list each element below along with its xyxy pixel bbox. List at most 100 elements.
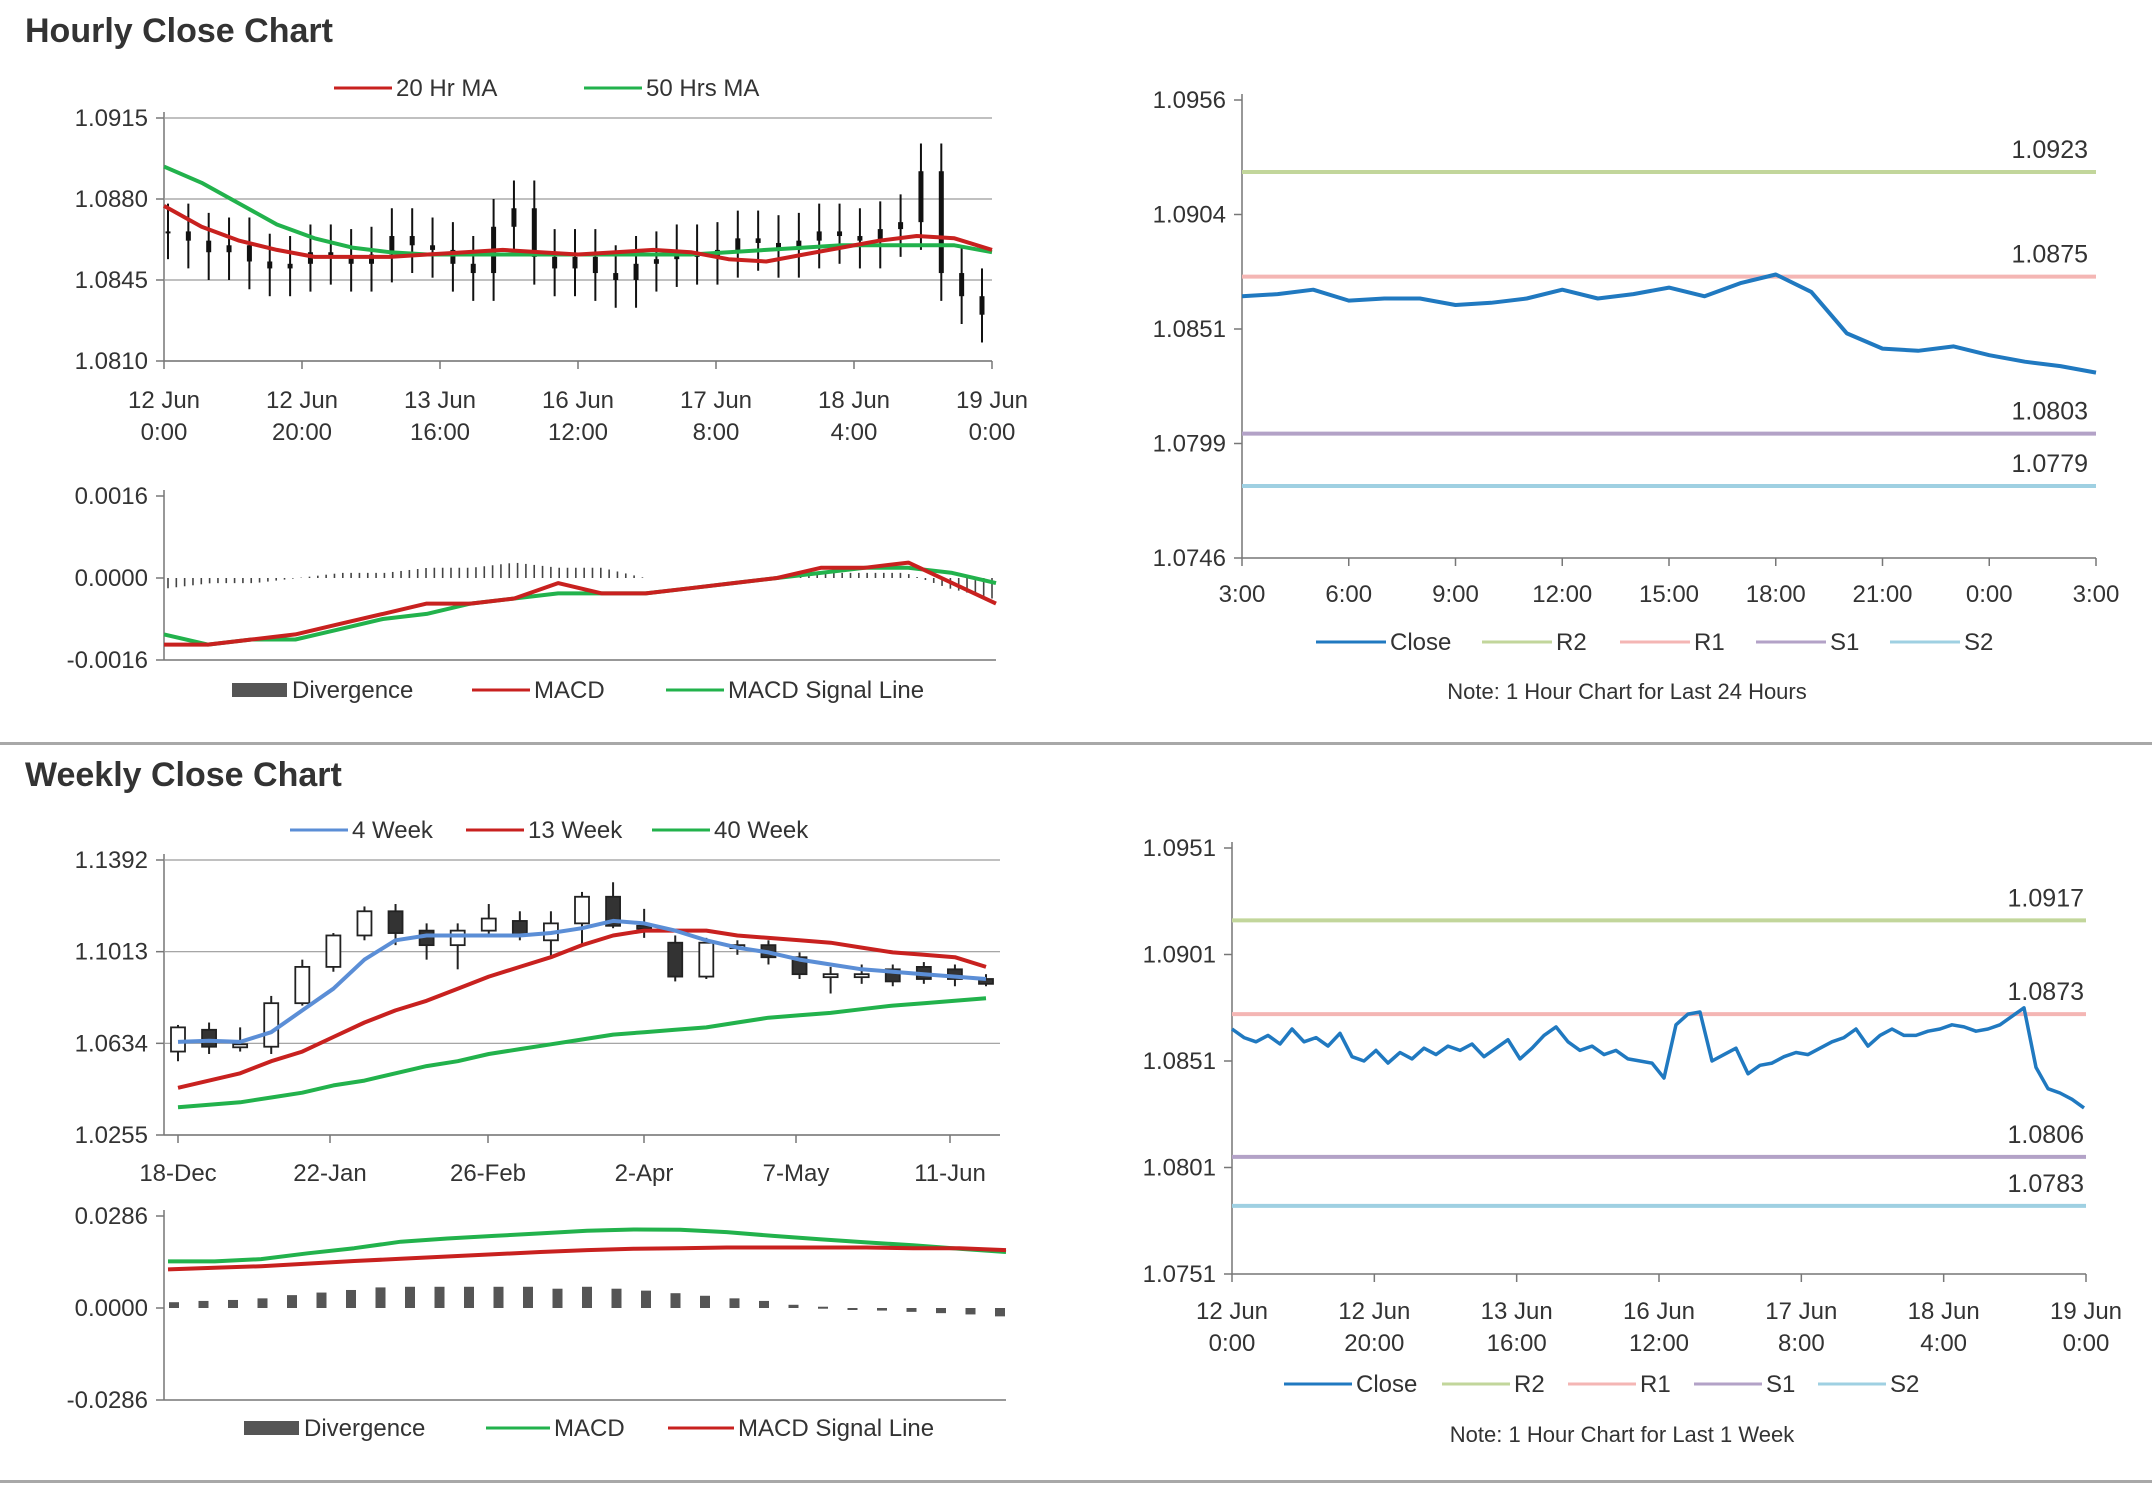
x-tick-label: 17 Jun: [680, 387, 752, 414]
candle-body: [959, 273, 965, 297]
x-tick-label: 20:00: [272, 419, 332, 446]
y-tick-label: 0.0286: [75, 1203, 148, 1230]
chart-note: Note: 1 Hour Chart for Last 1 Week: [1450, 1422, 1795, 1447]
y-tick-label: 1.0915: [75, 105, 148, 132]
divergence-bar: [670, 1293, 681, 1308]
candle-body: [918, 171, 924, 223]
legend-label: R1: [1694, 629, 1725, 656]
ma20-line: [163, 204, 993, 264]
candle-body: [735, 238, 741, 250]
candle-body: [552, 256, 558, 269]
candle-body-up: [356, 910, 373, 937]
divergence-bar: [641, 1290, 651, 1308]
x-tick-label: 0:00: [141, 419, 188, 446]
candle-body: [267, 261, 273, 269]
divergence-bar: [346, 1289, 356, 1308]
candle-body: [389, 236, 395, 255]
legend-label: R1: [1640, 1371, 1671, 1398]
divergence-bar: [936, 1308, 946, 1314]
legend-label: MACD Signal Line: [738, 1415, 934, 1442]
divergence-bar: [287, 1295, 297, 1308]
candle-body-up: [325, 934, 342, 968]
level-label-s2: 1.0779: [2012, 450, 2088, 478]
y-tick-label: 1.0904: [1153, 202, 1226, 229]
divergence-bar: [493, 1286, 504, 1308]
level-label-s2: 1.0783: [2008, 1170, 2084, 1198]
divergence-bar: [552, 1288, 563, 1308]
divergence-bar: [788, 1304, 799, 1308]
candle-body: [776, 242, 781, 250]
level-label-r1: 1.0873: [2008, 978, 2084, 1006]
y-tick-label: 1.0956: [1153, 87, 1226, 114]
x-tick-label: 0:00: [969, 419, 1016, 446]
x-tick-label: 18 Jun: [818, 387, 890, 414]
candle-body: [246, 245, 252, 262]
candle-body-up: [698, 941, 715, 978]
x-tick-label: 17 Jun: [1765, 1298, 1837, 1325]
divergence-bar: [198, 1300, 209, 1308]
candle-body: [470, 263, 476, 274]
legend-label: S1: [1766, 1371, 1795, 1398]
x-tick-label: 16:00: [410, 419, 470, 446]
divergence-bar: [759, 1300, 769, 1308]
level-label-s1: 1.0803: [2012, 398, 2088, 426]
legend-label: 13 Week: [528, 817, 623, 844]
y-tick-label: 0.0000: [75, 565, 148, 592]
x-tick-label: 19 Jun: [956, 387, 1028, 414]
legend-label: Close: [1356, 1371, 1417, 1398]
ma40-line: [177, 996, 987, 1110]
legend-label: 4 Week: [352, 817, 434, 844]
legend-label: Close: [1390, 629, 1451, 656]
candle-body-up: [574, 895, 590, 925]
x-tick-label: 0:00: [1966, 581, 2013, 608]
legend-label: MACD Signal Line: [728, 677, 924, 704]
x-tick-label: 12:00: [1629, 1330, 1689, 1357]
candle-body-up: [480, 917, 497, 932]
candle-body: [877, 229, 883, 241]
y-tick-label: 1.0851: [1153, 316, 1226, 343]
y-tick-label: 1.0901: [1143, 942, 1216, 969]
x-tick-label: 3:00: [2073, 581, 2120, 608]
divergence-bar: [405, 1286, 415, 1308]
x-tick-label: 20:00: [1344, 1330, 1404, 1357]
y-tick-label: 1.1392: [75, 847, 148, 874]
legend-swatch: [244, 1421, 299, 1435]
legend-label: 50 Hrs MA: [646, 75, 759, 102]
candle-body: [653, 259, 659, 264]
candle-body-down: [201, 1028, 217, 1048]
level-label-r2: 1.0923: [2012, 136, 2088, 164]
x-tick-label: 0:00: [1209, 1330, 1256, 1357]
divergence-bar: [965, 1308, 976, 1315]
x-tick-label: 16:00: [1487, 1330, 1547, 1357]
x-tick-label: 26-Feb: [450, 1160, 526, 1187]
candle-body-up: [232, 1043, 249, 1049]
x-tick-label: 12 Jun: [128, 387, 200, 414]
y-tick-label: 1.0634: [75, 1030, 148, 1057]
legend-label: S2: [1964, 629, 1993, 656]
divergence-bar: [700, 1295, 710, 1308]
y-tick-label: 1.0851: [1143, 1048, 1216, 1075]
level-label-r1: 1.0875: [2012, 241, 2088, 269]
legend-label: Divergence: [292, 677, 413, 704]
close-line: [1230, 1006, 2086, 1110]
x-tick-label: 18 Jun: [1908, 1298, 1980, 1325]
y-tick-label: 1.0810: [75, 348, 148, 375]
divergence-bar: [464, 1286, 474, 1308]
candle-body: [450, 249, 456, 264]
candle-body: [287, 263, 293, 269]
candle-body: [511, 208, 517, 227]
x-tick-label: 6:00: [1325, 581, 1372, 608]
x-tick-label: 12:00: [1532, 581, 1592, 608]
legend-label: S1: [1830, 629, 1859, 656]
y-tick-label: 1.0801: [1143, 1155, 1216, 1182]
divergence-bar: [434, 1286, 445, 1308]
x-tick-label: 12 Jun: [1196, 1298, 1268, 1325]
candle-body: [938, 171, 944, 274]
legend-label: Divergence: [304, 1415, 425, 1442]
candle-body: [206, 240, 212, 253]
divergence-bar: [818, 1306, 828, 1309]
x-tick-label: 2-Apr: [615, 1160, 674, 1187]
y-tick-label: -0.0016: [67, 647, 148, 674]
divergence-bar: [169, 1302, 179, 1308]
candle-body: [348, 256, 354, 264]
